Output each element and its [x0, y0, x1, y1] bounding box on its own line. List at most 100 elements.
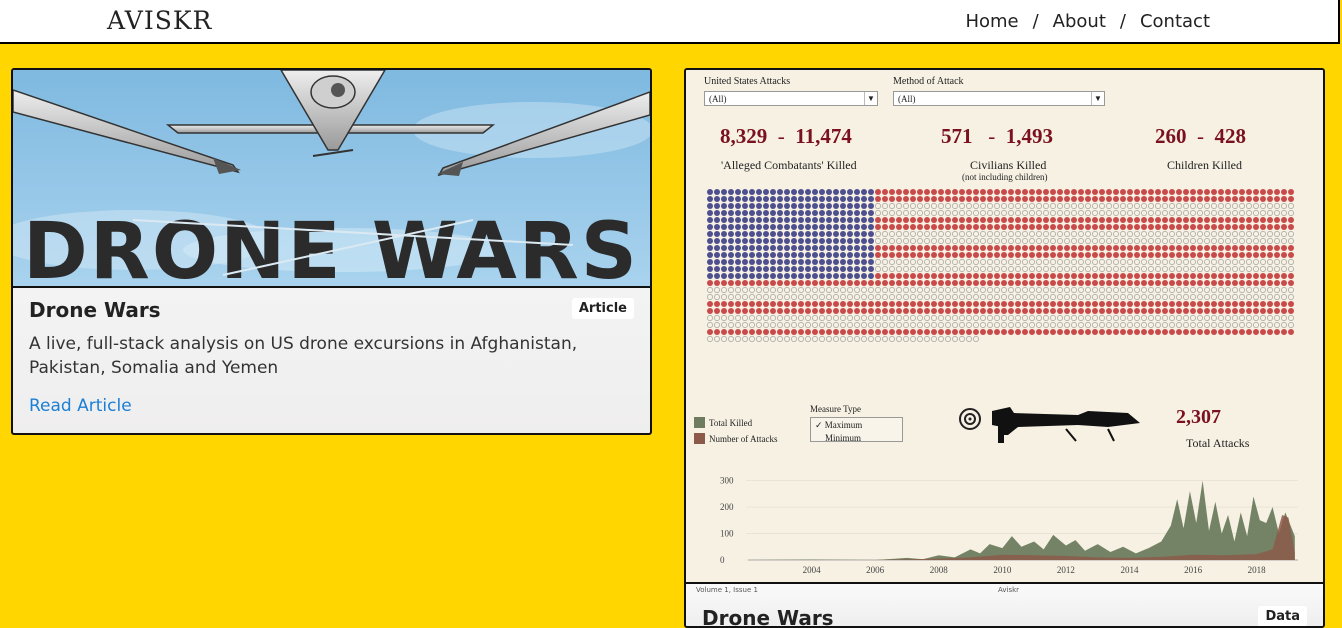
flag-dot	[1197, 322, 1203, 328]
flag-dot	[1148, 224, 1154, 230]
flag-dot	[742, 315, 748, 321]
flag-dot	[763, 231, 769, 237]
read-article-link[interactable]: Read Article	[29, 396, 132, 416]
flag-dot	[1190, 322, 1196, 328]
flag-dot	[833, 280, 839, 286]
article-card[interactable]: DRONE WARS Drone Wars Article A live, fu…	[11, 68, 652, 435]
flag-dot	[735, 273, 741, 279]
flag-dot	[1008, 280, 1014, 286]
flag-dot	[903, 196, 909, 202]
flag-dot	[924, 189, 930, 195]
flag-dot	[1162, 252, 1168, 258]
measure-option-maximum[interactable]: ✓ Maximum	[815, 420, 863, 430]
flag-dot	[1253, 189, 1259, 195]
flag-dot	[952, 294, 958, 300]
flag-dot	[1267, 238, 1273, 244]
flag-dot	[980, 329, 986, 335]
flag-dot	[1225, 266, 1231, 272]
flag-dot	[1211, 329, 1217, 335]
flag-dot	[742, 294, 748, 300]
flag-dot	[1281, 252, 1287, 258]
data-card-title[interactable]: Drone Wars	[702, 606, 834, 628]
filter-attacks-dropdown[interactable]: (All) ▼	[704, 91, 878, 106]
x-tick-label: 2012	[1057, 565, 1075, 575]
flag-dot	[791, 203, 797, 209]
flag-dot	[784, 217, 790, 223]
flag-dot	[910, 252, 916, 258]
flag-dot	[903, 287, 909, 293]
flag-dot	[1015, 252, 1021, 258]
flag-dot	[1043, 245, 1049, 251]
flag-dot	[819, 301, 825, 307]
flag-dot	[840, 308, 846, 314]
flag-dot	[1162, 315, 1168, 321]
filter-method-dropdown[interactable]: (All) ▼	[893, 91, 1105, 106]
flag-dot	[903, 231, 909, 237]
masthead-label: Aviskr	[998, 586, 1020, 594]
flag-dot	[707, 294, 713, 300]
flag-dot	[735, 210, 741, 216]
flag-dot	[959, 196, 965, 202]
flag-dot	[1218, 196, 1224, 202]
flag-dot	[896, 259, 902, 265]
flag-dot	[1022, 308, 1028, 314]
article-hero-image[interactable]: DRONE WARS	[13, 70, 650, 286]
flag-dot	[987, 329, 993, 335]
flag-dot	[1162, 329, 1168, 335]
flag-dot	[1148, 210, 1154, 216]
flag-dot	[707, 224, 713, 230]
dashboard-preview[interactable]: United States Attacks (All) ▼ Method of …	[686, 70, 1323, 582]
flag-dot	[1162, 266, 1168, 272]
data-card[interactable]: United States Attacks (All) ▼ Method of …	[684, 68, 1325, 628]
flag-dot	[882, 245, 888, 251]
flag-dot	[1036, 217, 1042, 223]
flag-dot	[1008, 196, 1014, 202]
flag-dot	[1057, 259, 1063, 265]
flag-dot	[875, 224, 881, 230]
flag-dot	[994, 280, 1000, 286]
flag-dot	[1274, 217, 1280, 223]
flag-dot	[861, 224, 867, 230]
nav-contact[interactable]: Contact	[1139, 11, 1210, 32]
flag-dot	[910, 231, 916, 237]
flag-dot	[973, 224, 979, 230]
flag-dot	[966, 280, 972, 286]
flag-dot	[1162, 224, 1168, 230]
flag-dot	[1267, 196, 1273, 202]
flag-dot	[1274, 266, 1280, 272]
flag-dot	[847, 301, 853, 307]
flag-dot	[924, 322, 930, 328]
flag-dot	[1078, 259, 1084, 265]
nav-about[interactable]: About	[1052, 11, 1106, 32]
flag-dot	[1162, 203, 1168, 209]
flag-dot	[749, 315, 755, 321]
flag-dot	[980, 217, 986, 223]
flag-dot	[1288, 287, 1294, 293]
flag-dot	[1148, 266, 1154, 272]
flag-dot	[1050, 259, 1056, 265]
flag-dot	[1197, 329, 1203, 335]
flag-dot	[1120, 210, 1126, 216]
flag-dot	[1232, 224, 1238, 230]
flag-dot	[1029, 266, 1035, 272]
y-tick-label: 0	[720, 555, 725, 565]
flag-dot	[1246, 217, 1252, 223]
article-title[interactable]: Drone Wars	[29, 298, 161, 322]
flag-dot	[1253, 217, 1259, 223]
flag-dot	[791, 252, 797, 258]
site-logo[interactable]: AVISKR	[107, 6, 213, 35]
flag-dot	[1113, 308, 1119, 314]
flag-dot	[1183, 280, 1189, 286]
flag-dot	[952, 322, 958, 328]
flag-dot	[756, 266, 762, 272]
flag-dot	[952, 210, 958, 216]
flag-dot	[1141, 266, 1147, 272]
measure-option-minimum[interactable]: Minimum	[825, 433, 862, 442]
flag-dot	[1008, 238, 1014, 244]
measure-type-selector[interactable]: ✓ Maximum Minimum	[810, 417, 903, 442]
flag-dot	[987, 266, 993, 272]
flag-dot	[1071, 224, 1077, 230]
flag-dot	[1197, 252, 1203, 258]
flag-dot	[1064, 245, 1070, 251]
nav-home[interactable]: Home	[965, 11, 1019, 32]
